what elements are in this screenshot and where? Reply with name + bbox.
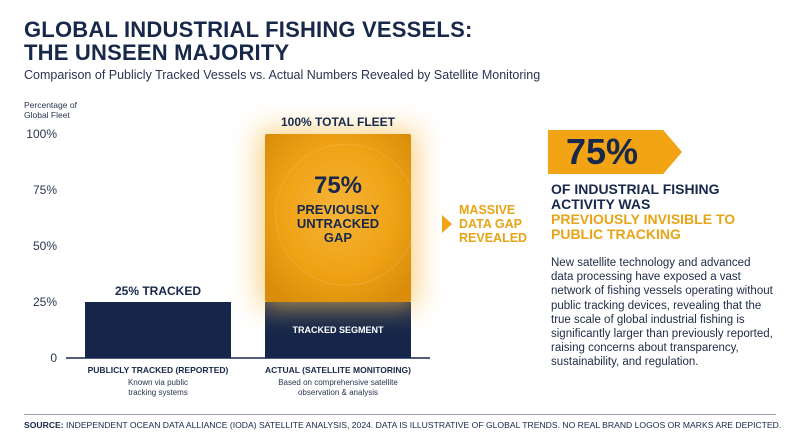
footer-divider [24,414,776,415]
y-tick-label: 75% [33,183,57,197]
y-tick-label: 50% [33,239,57,253]
x-category-label: ACTUAL (SATELLITE MONITORING) [265,365,411,375]
bar-segment-tracked [85,302,231,358]
x-category-label: PUBLICLY TRACKED (REPORTED) [88,365,229,375]
bar-segment-tracked [265,302,411,358]
x-category-sublabel: observation & analysis [298,388,378,397]
bar-total-label: 100% TOTAL FLEET [281,115,396,129]
data-gap-callout: MASSIVE DATA GAP REVEALED [442,203,527,245]
gap-text-label: GAP [324,230,353,245]
y-tick-label: 0 [50,351,57,365]
y-axis-title-line: Global Fleet [24,110,70,120]
x-category-sublabel: tracking systems [128,388,188,397]
stat-description: New satellite technology and advanced da… [551,257,773,369]
stat-head-3: PREVIOUSLY INVISIBLE TO [551,211,736,227]
stat-head-2: ACTIVITY WAS [551,196,651,212]
stat-badge: 75% [548,130,682,174]
x-category-sublabel: Known via public [128,378,188,387]
x-category-sublabel: Based on comprehensive satellite [278,378,398,387]
chevron-right-icon [442,215,452,233]
gap-text-label: UNTRACKED [297,216,379,231]
y-axis-title-line: Percentage of [24,100,78,110]
stat-head-4: PUBLIC TRACKING [551,226,681,242]
segment-label: TRACKED SEGMENT [292,325,384,335]
bar-segment-untracked [265,134,411,302]
source-label: SOURCE: [24,420,64,430]
title-line-2: THE UNSEEN MAJORITY [24,40,290,65]
page-subtitle: Comparison of Publicly Tracked Vessels v… [24,68,541,82]
y-tick-label: 100% [26,127,57,141]
gap-text-label: PREVIOUSLY [297,202,380,217]
source-note: SOURCE: INDEPENDENT OCEAN DATA ALLIANCE … [24,420,784,430]
bars [85,130,418,358]
bar-labels: PUBLICLY TRACKED (REPORTED) Known via pub… [88,115,411,397]
gap-value-label: 75% [314,172,362,199]
stat-value: 75% [566,131,639,172]
bar-value-label: 25% TRACKED [115,284,201,298]
stat-heading: OF INDUSTRIAL FISHING ACTIVITY WAS PREVI… [551,182,781,242]
y-tick-label: 25% [33,295,57,309]
title-line-1: GLOBAL INDUSTRIAL FISHING VESSELS: [24,17,473,42]
stat-head-1: OF INDUSTRIAL FISHING [551,181,720,197]
callout-text: MASSIVE DATA GAP REVEALED [459,203,528,245]
page-title: GLOBAL INDUSTRIAL FISHING VESSELS: THE U… [24,18,472,64]
source-text: INDEPENDENT OCEAN DATA ALLIANCE (IODA) S… [63,420,782,430]
globe-outline-icon [274,143,418,286]
